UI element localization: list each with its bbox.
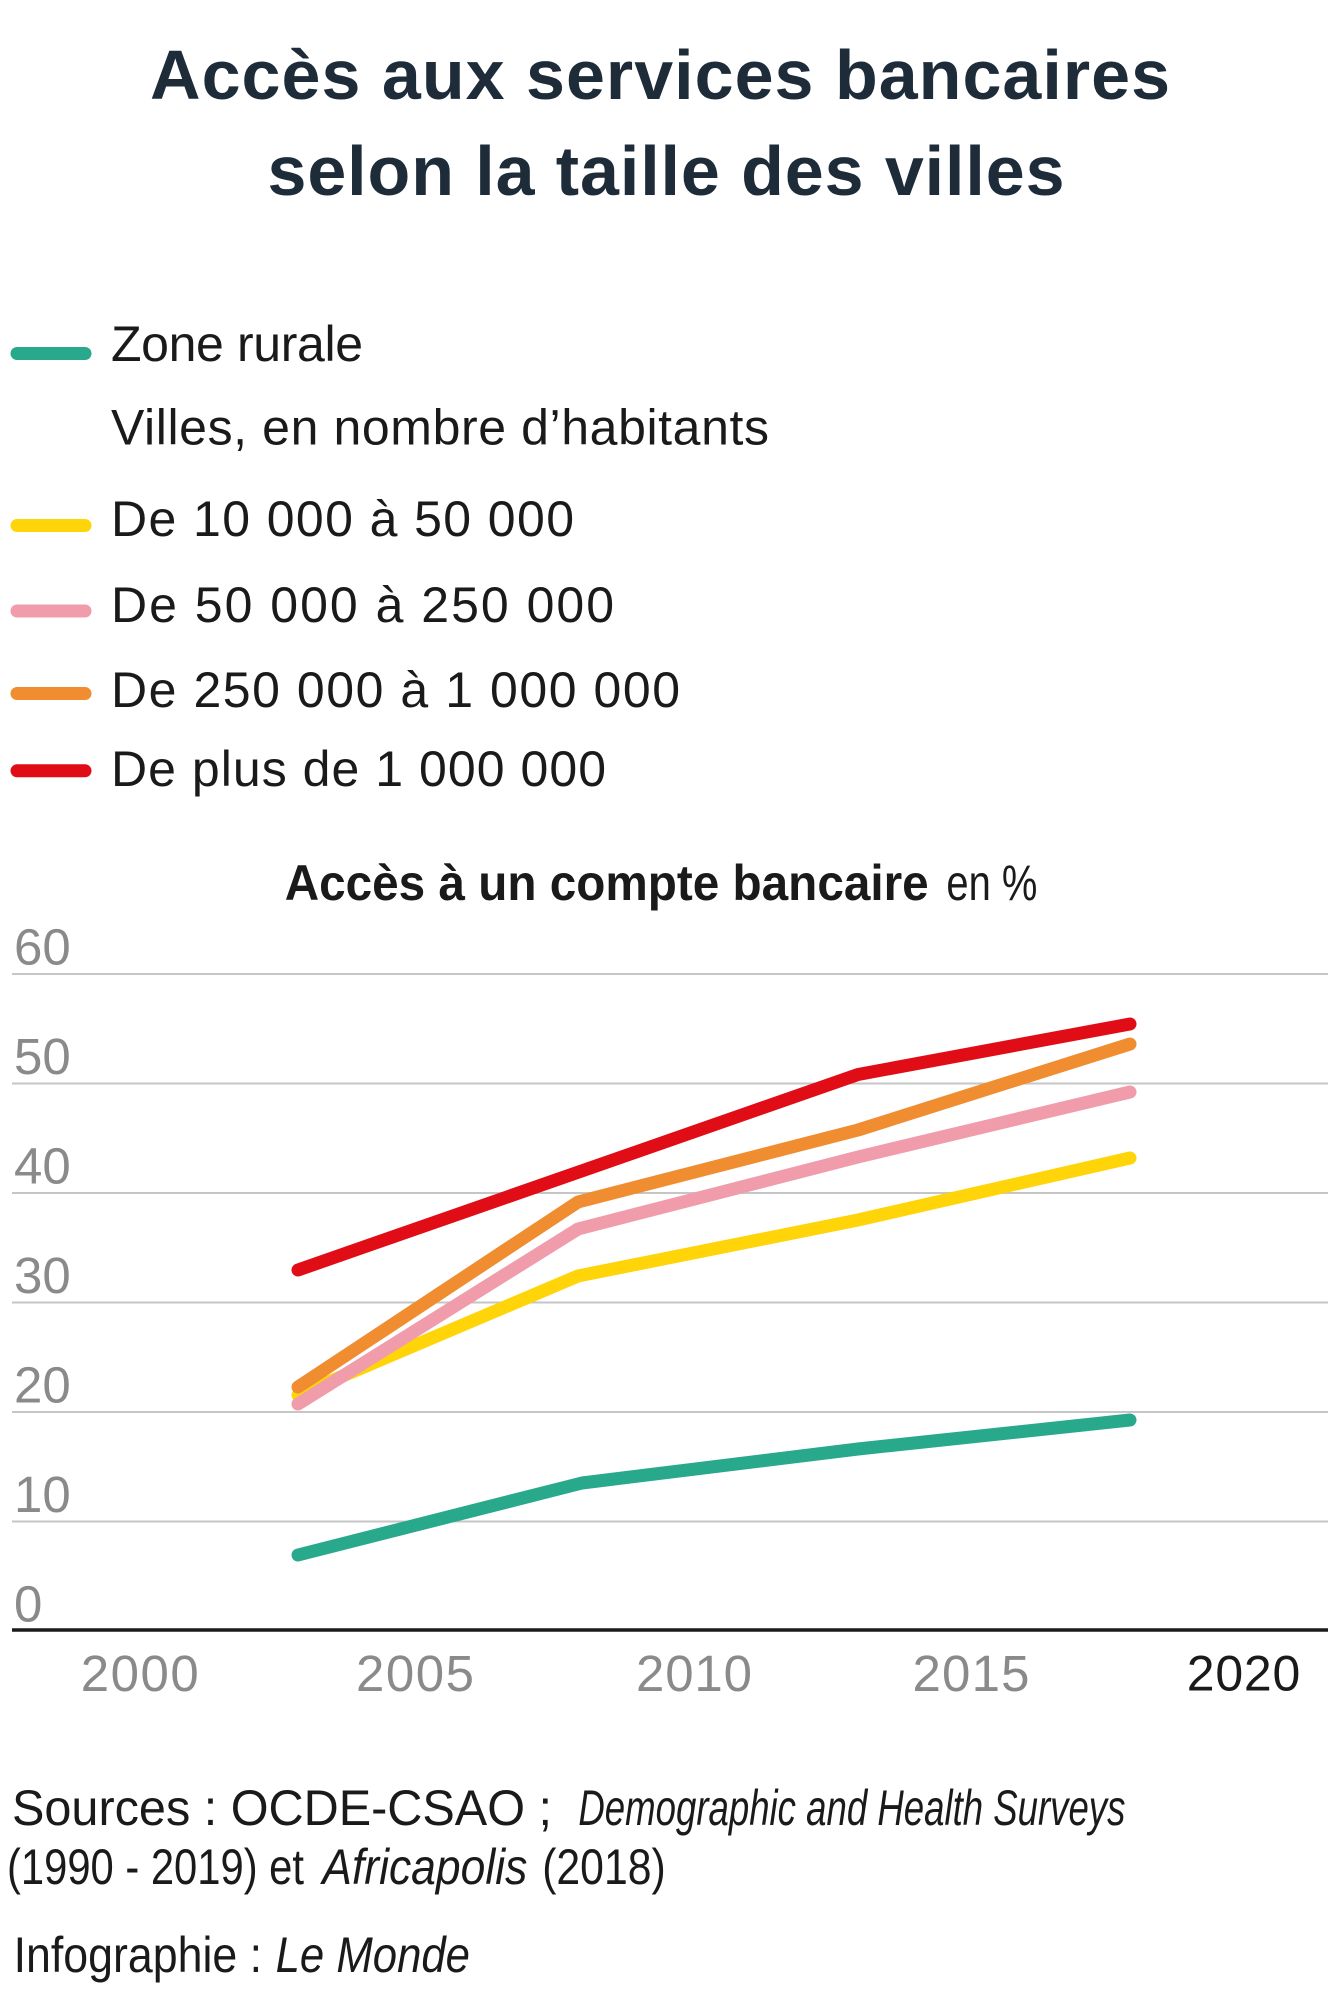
svg-text:Zone rurale: Zone rurale — [111, 316, 363, 372]
svg-text:De plus de 1 000 000: De plus de 1 000 000 — [111, 741, 606, 797]
svg-text:(2018): (2018) — [542, 1839, 666, 1895]
svg-text:De 250 000 à 1 000 000: De 250 000 à 1 000 000 — [111, 662, 680, 718]
svg-text:en %: en % — [946, 855, 1037, 911]
svg-text:2010: 2010 — [636, 1645, 752, 1702]
svg-text:Le Monde: Le Monde — [276, 1927, 470, 1983]
svg-text:Demographic and Health Surveys: Demographic and Health Surveys — [578, 1780, 1125, 1836]
svg-text:Africapolis: Africapolis — [320, 1839, 528, 1895]
svg-text:2005: 2005 — [356, 1645, 474, 1702]
svg-text:De 10 000 à 50 000: De 10 000 à 50 000 — [111, 491, 574, 547]
svg-text:2015: 2015 — [913, 1645, 1030, 1702]
svg-text:Accès aux services bancaires: Accès aux services bancaires — [150, 36, 1170, 114]
svg-text:60: 60 — [14, 919, 71, 976]
svg-text:De 50 000 à 250 000: De 50 000 à 250 000 — [111, 577, 614, 633]
svg-text:2000: 2000 — [81, 1645, 199, 1702]
svg-text:Accès à un compte bancaire: Accès à un compte bancaire — [285, 855, 929, 911]
svg-text:Villes, en nombre d’habitants: Villes, en nombre d’habitants — [111, 400, 769, 456]
svg-text:30: 30 — [14, 1247, 71, 1304]
svg-text:10: 10 — [14, 1466, 71, 1523]
svg-text:Sources : OCDE-CSAO ;: Sources : OCDE-CSAO ; — [12, 1780, 552, 1836]
svg-text:20: 20 — [14, 1357, 71, 1414]
svg-text:2020: 2020 — [1187, 1646, 1301, 1702]
svg-text:40: 40 — [14, 1138, 71, 1195]
svg-text:50: 50 — [14, 1028, 71, 1085]
svg-text:0: 0 — [14, 1576, 42, 1633]
svg-text:selon la taille des villes: selon la taille des villes — [268, 132, 1065, 210]
svg-text:Infographie :: Infographie : — [14, 1927, 263, 1983]
svg-text:(1990 - 2019) et: (1990 - 2019) et — [7, 1839, 304, 1895]
